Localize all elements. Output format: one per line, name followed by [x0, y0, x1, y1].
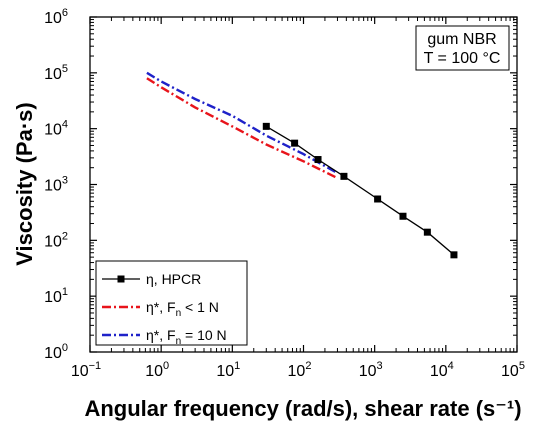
x-tick-exponent: −1: [89, 360, 102, 372]
x-tick-base: 10: [288, 363, 306, 380]
x-tick-exponent: 1: [234, 360, 240, 372]
legend-label-1: η*, Fn < 1 N: [146, 299, 219, 319]
x-tick-exponent: 2: [305, 360, 311, 372]
y-tick-label: 103: [44, 175, 68, 195]
x-tick-exponent: 3: [377, 360, 383, 372]
y-tick-label: 104: [44, 119, 68, 139]
x-tick-exponent: 5: [519, 360, 525, 372]
y-tick-exponent: 1: [62, 286, 68, 298]
y-tick-exponent: 0: [62, 342, 68, 354]
legend-marker: [117, 275, 125, 283]
annotation-line-1: gum NBR: [427, 31, 496, 48]
legend-text-part: < 1 N: [181, 299, 219, 315]
data-point-marker: [423, 228, 431, 236]
x-tick-base: 10: [145, 363, 163, 380]
data-point-marker: [340, 172, 348, 180]
x-tick-exponent: 0: [163, 360, 169, 372]
series-line-1: [146, 77, 339, 180]
legend-label-0: η, HPCR: [146, 271, 201, 287]
y-tick-base: 10: [44, 122, 62, 139]
legend-subscript: n: [176, 336, 182, 347]
y-tick-base: 10: [44, 66, 62, 83]
annotation-line-2: T = 100 °C: [424, 50, 501, 67]
legend-frame: [95, 260, 248, 346]
annotation-box: gum NBR T = 100 °C: [415, 25, 510, 71]
annotation-frame: [415, 25, 510, 71]
x-tick-label: 100: [145, 360, 169, 380]
y-tick-label: 101: [44, 286, 68, 306]
x-tick-label: 102: [288, 360, 312, 380]
legend-text-part: η*, F: [146, 299, 176, 315]
y-tick-exponent: 4: [62, 119, 68, 131]
y-tick-exponent: 2: [62, 230, 68, 242]
legend-text-part: η*, F: [146, 327, 176, 343]
series-line-0: [265, 125, 455, 256]
data-point-marker: [399, 212, 407, 220]
y-tick-exponent: 5: [62, 63, 68, 75]
legend-label-2: η*, Fn = 10 N: [146, 327, 227, 347]
x-tick-base: 10: [430, 363, 448, 380]
y-tick-base: 10: [44, 233, 62, 250]
x-tick-label: 10−1: [71, 360, 101, 380]
y-tick-base: 10: [44, 289, 62, 306]
x-tick-base: 10: [216, 363, 234, 380]
data-point-marker: [374, 195, 382, 203]
x-tick-base: 10: [501, 363, 519, 380]
legend-text-part: η, HPCR: [146, 271, 201, 287]
x-tick-base: 10: [359, 363, 377, 380]
y-tick-base: 10: [44, 10, 62, 27]
data-point-marker: [314, 156, 322, 164]
data-point-marker: [262, 122, 270, 130]
y-tick-label: 100: [44, 342, 68, 362]
y-tick-base: 10: [44, 345, 62, 362]
legend-subscript: n: [176, 308, 182, 319]
data-point-marker: [291, 139, 299, 147]
y-tick-label: 105: [44, 63, 68, 83]
y-tick-base: 10: [44, 178, 62, 195]
y-tick-exponent: 3: [62, 175, 68, 187]
x-tick-label: 103: [359, 360, 383, 380]
x-tick-label: 101: [216, 360, 240, 380]
series-layer: [146, 71, 458, 259]
x-axis-label: Angular frequency (rad/s), shear rate (s…: [84, 396, 521, 421]
series-line-2: [146, 71, 339, 175]
y-tick-exponent: 6: [62, 7, 68, 19]
y-tick-label: 106: [44, 7, 68, 27]
x-tick-base: 10: [71, 363, 89, 380]
x-tick-exponent: 4: [448, 360, 454, 372]
x-tick-label: 104: [430, 360, 454, 380]
x-tick-label: 105: [501, 360, 525, 380]
legend-text-part: = 10 N: [181, 327, 227, 343]
data-point-marker: [450, 251, 458, 259]
y-tick-label: 102: [44, 230, 68, 250]
y-axis-label: Viscosity (Pa·s): [12, 102, 37, 265]
